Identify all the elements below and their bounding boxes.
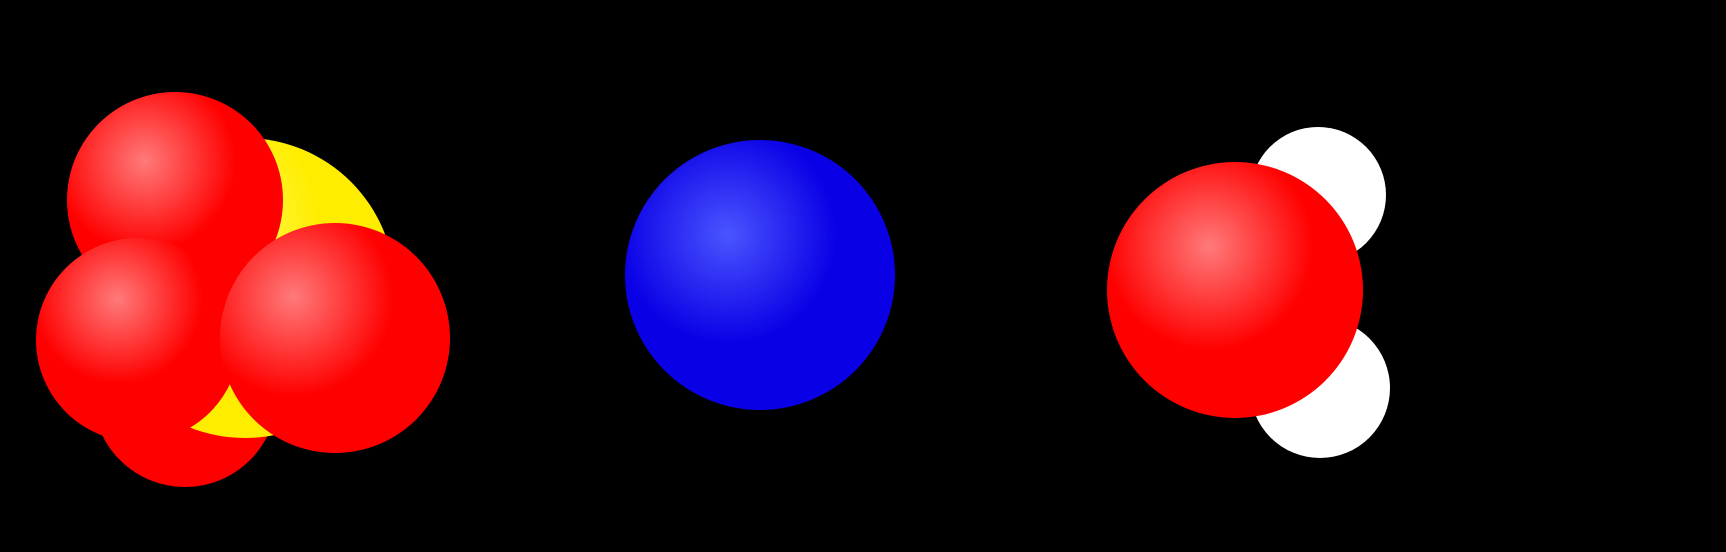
molecule-stage <box>0 0 1726 552</box>
water <box>0 0 1726 552</box>
oxygen-center <box>1107 162 1363 418</box>
